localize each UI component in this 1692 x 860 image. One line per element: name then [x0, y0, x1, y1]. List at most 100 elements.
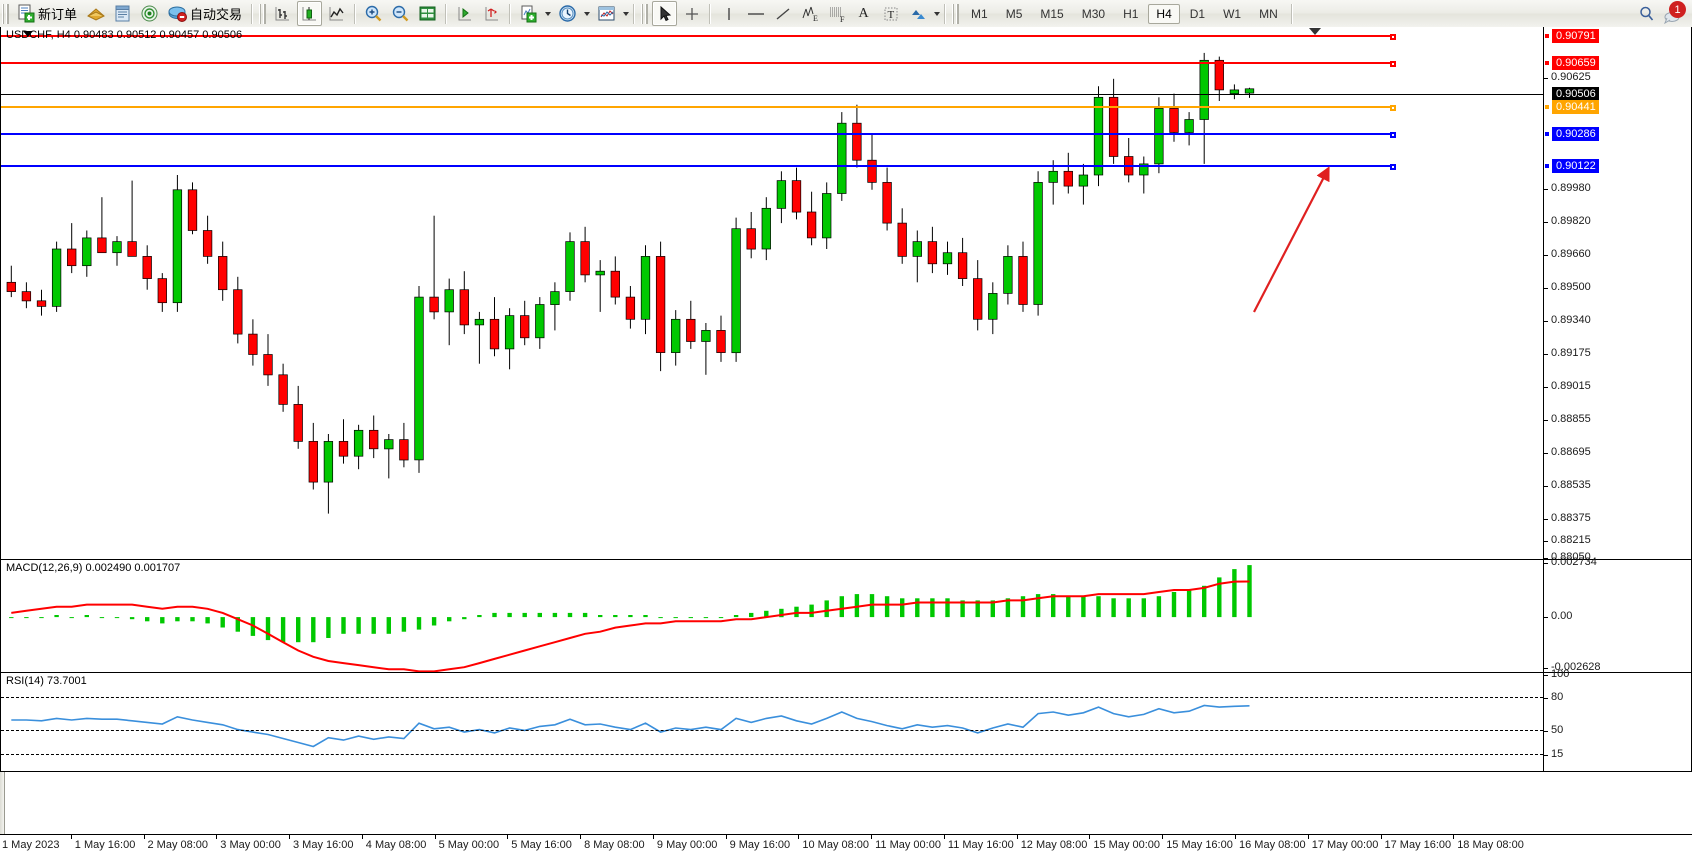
period-dropdown-caret[interactable]: [584, 11, 591, 16]
level-handle[interactable]: [1390, 164, 1396, 170]
level-handle[interactable]: [1390, 61, 1396, 67]
price-axis[interactable]: 0.90625 0.89980 0.89820 0.89660 0.89500 …: [1543, 27, 1691, 563]
tile-windows-button[interactable]: [415, 1, 440, 26]
price-pane[interactable]: USDCHF, H4 0.90483 0.90512 0.90457 0.905…: [0, 27, 1692, 563]
crosshair-button[interactable]: [679, 1, 704, 26]
navigator-button[interactable]: [137, 1, 162, 26]
tag-anchor: [1544, 104, 1550, 110]
price-tag-resistance-lower[interactable]: 0.90659: [1544, 56, 1599, 70]
cursor-icon: [660, 5, 671, 21]
toolbar-separator-7: [944, 3, 947, 24]
indicators-dropdown-caret[interactable]: [545, 11, 552, 16]
timeframe-h4[interactable]: H4: [1148, 3, 1180, 24]
fibonacci-button[interactable]: F: [824, 1, 849, 26]
level-line-pivot[interactable]: [1, 105, 1396, 111]
timeframe-m5[interactable]: M5: [1005, 6, 1023, 21]
level-handle[interactable]: [1390, 34, 1396, 40]
data-window-button[interactable]: [110, 1, 135, 26]
timeframe-grip[interactable]: [952, 3, 960, 24]
level-line-resistance-upper[interactable]: [1, 34, 1396, 40]
autotrading-button[interactable]: 自动交易: [164, 1, 246, 26]
macd-pane[interactable]: MACD(12,26,9) 0.002490 0.001707 0.002734…: [0, 556, 1692, 673]
chart-area[interactable]: USDCHF, H4 0.90483 0.90512 0.90457 0.905…: [0, 27, 1692, 834]
auto-scroll-button[interactable]: [479, 1, 504, 26]
tile-windows-icon: [419, 6, 436, 21]
toolbar-separator-8: [1290, 3, 1293, 24]
search-icon: [1639, 6, 1653, 21]
templates-dropdown-caret[interactable]: [623, 11, 630, 16]
time-axis-label: 4 May 08:00: [365, 839, 427, 851]
expert-advisor-button[interactable]: [83, 1, 108, 26]
time-tick: [70, 834, 72, 839]
period-icon: [559, 5, 576, 22]
timeframe-w1[interactable]: W1: [1223, 6, 1242, 21]
time-tick: [216, 834, 218, 839]
bar-chart-button[interactable]: [270, 1, 295, 26]
time-axis-label: 9 May 16:00: [729, 839, 791, 851]
candlestick-chart-button[interactable]: [297, 1, 323, 26]
time-axis-label: 5 May 00:00: [438, 839, 500, 851]
time-axis-label: 1 May 2023: [2, 839, 60, 851]
tag-anchor: [1544, 60, 1550, 66]
line-chart-button[interactable]: [324, 1, 349, 26]
indicators-button[interactable]: [516, 1, 541, 26]
vertical-line-button[interactable]: [716, 1, 741, 26]
shift-end-button[interactable]: [452, 1, 477, 26]
time-tick: [143, 834, 145, 839]
trendline-button[interactable]: [770, 1, 795, 26]
time-axis-label: 17 May 00:00: [1311, 839, 1379, 851]
price-tag-resistance-upper[interactable]: 0.90791: [1544, 29, 1599, 43]
textlabel-icon: T: [884, 7, 898, 21]
timeframe-mn[interactable]: MN: [1259, 6, 1278, 21]
timeframe-d1[interactable]: D1: [1189, 6, 1206, 21]
time-tick: [798, 834, 800, 839]
timeframe-h1[interactable]: H1: [1123, 6, 1139, 21]
macd-axis[interactable]: 0.002734 0.00 -0.002628: [1543, 556, 1691, 673]
timeframe-m30[interactable]: M30: [1081, 6, 1106, 21]
time-axis-label: 5 May 16:00: [511, 839, 572, 851]
chart-collapse-caret[interactable]: [23, 31, 33, 37]
search-button[interactable]: [1634, 1, 1659, 26]
cursor-button[interactable]: [652, 1, 678, 26]
new-order-button[interactable]: 新订单: [13, 1, 81, 26]
price-plot[interactable]: [1, 27, 1543, 559]
level-handle[interactable]: [1390, 132, 1396, 138]
toolbar-separator-6: [709, 3, 712, 24]
time-tick: [1162, 834, 1164, 839]
elliott-wave-button[interactable]: E: [797, 1, 822, 26]
time-tick: [1453, 834, 1455, 839]
toolbar-grip[interactable]: [2, 3, 9, 24]
price-tag-support-lower[interactable]: 0.90122: [1544, 159, 1599, 173]
rsi-axis[interactable]: 100 80 50 15: [1543, 668, 1691, 771]
price-tag-support-upper[interactable]: 0.90286: [1544, 127, 1599, 141]
toolbar-separator-4: [509, 3, 512, 24]
chart-shift-marker[interactable]: [1309, 28, 1321, 35]
templates-button[interactable]: [594, 1, 619, 26]
text-label-button[interactable]: T: [878, 1, 903, 26]
level-handle[interactable]: [1390, 105, 1396, 111]
line-tools-grip[interactable]: [641, 3, 649, 24]
period-button[interactable]: [555, 1, 580, 26]
timeframe-m15[interactable]: M15: [1040, 6, 1064, 21]
macd-plot[interactable]: [1, 560, 1543, 672]
level-line-support-lower[interactable]: [1, 164, 1396, 170]
horizontal-line-button[interactable]: [743, 1, 768, 26]
price-tag-pivot[interactable]: 0.90441: [1544, 100, 1599, 114]
timeframe-m1[interactable]: M1: [971, 6, 988, 21]
chart-tools-grip[interactable]: [259, 3, 267, 24]
rsi-pane[interactable]: RSI(14) 73.7001 100 80 50 15: [0, 668, 1692, 772]
rsi-level-15: [1, 754, 1543, 755]
time-axis[interactable]: 1 May 2023 1 May 16:00 2 May 08:00 3 May 00…: [0, 834, 1692, 860]
time-tick: [580, 834, 582, 839]
time-tick: [507, 834, 509, 839]
toolbar-separator-5: [633, 3, 636, 24]
rsi-plot[interactable]: [1, 673, 1543, 771]
arrows-button[interactable]: [905, 1, 930, 26]
arrows-dropdown-caret[interactable]: [934, 11, 941, 16]
level-line-support-upper[interactable]: [1, 132, 1396, 138]
text-button[interactable]: A: [851, 1, 876, 26]
alerts-button[interactable]: 1: [1661, 1, 1686, 26]
level-line-resistance-lower[interactable]: [1, 61, 1396, 67]
zoom-out-button[interactable]: [388, 1, 413, 26]
zoom-in-button[interactable]: [361, 1, 386, 26]
